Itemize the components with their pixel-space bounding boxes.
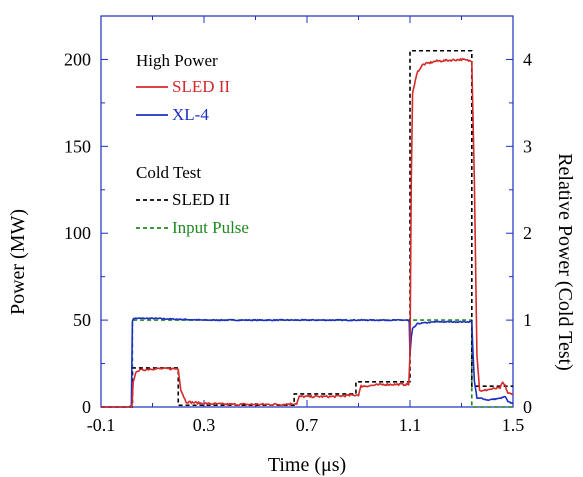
series-layer bbox=[101, 49, 514, 408]
legend-heading: Cold Test bbox=[136, 163, 201, 182]
x-tick-label: 1.5 bbox=[502, 415, 525, 435]
x-tick-label: -0.1 bbox=[87, 415, 116, 435]
plot-frame bbox=[100, 15, 514, 408]
legend: High Power SLED II XL-4 Cold Test SLED II Inp… bbox=[136, 51, 249, 237]
y-tick-label: 200 bbox=[64, 49, 91, 69]
y2-axis-title: Relative Power (Cold Test) bbox=[554, 153, 576, 371]
series-line-cold-test-sled-ii bbox=[101, 49, 513, 408]
legend-label: XL-4 bbox=[172, 105, 209, 124]
series-line-high-power-xl-4 bbox=[101, 317, 514, 408]
y2-tick-label: 0 bbox=[523, 397, 532, 417]
y-axis-right: 0 1 2 3 4 bbox=[506, 49, 532, 417]
x-axis-title: Time (μs) bbox=[268, 454, 346, 476]
legend-heading: High Power bbox=[136, 51, 218, 70]
y-tick-label: 0 bbox=[82, 397, 91, 417]
y2-tick-label: 3 bbox=[523, 136, 532, 156]
y-axis-title: Power (MW) bbox=[7, 209, 29, 315]
y-tick-label: 100 bbox=[64, 223, 91, 243]
y-tick-label: 150 bbox=[64, 136, 91, 156]
x-tick-label: 0.7 bbox=[296, 415, 319, 435]
y-tick-label: 50 bbox=[73, 310, 91, 330]
series-line-cold-test-input-pulse bbox=[101, 319, 513, 408]
y2-tick-label: 1 bbox=[523, 310, 532, 330]
x-tick-label: 1.1 bbox=[399, 415, 422, 435]
x-tick-label: 0.3 bbox=[193, 415, 216, 435]
x-axis: -0.1 0.3 0.7 1.1 1.5 bbox=[87, 16, 525, 435]
series-line-high-power-sled-ii bbox=[101, 57, 514, 408]
plot-border bbox=[100, 15, 514, 408]
y2-tick-label: 4 bbox=[523, 49, 532, 69]
y2-tick-label: 2 bbox=[523, 223, 532, 243]
legend-label: SLED II bbox=[172, 77, 230, 96]
y-axis-left: 0 50 100 150 200 bbox=[64, 49, 108, 417]
legend-label: SLED II bbox=[172, 190, 230, 209]
legend-label: Input Pulse bbox=[172, 218, 249, 237]
